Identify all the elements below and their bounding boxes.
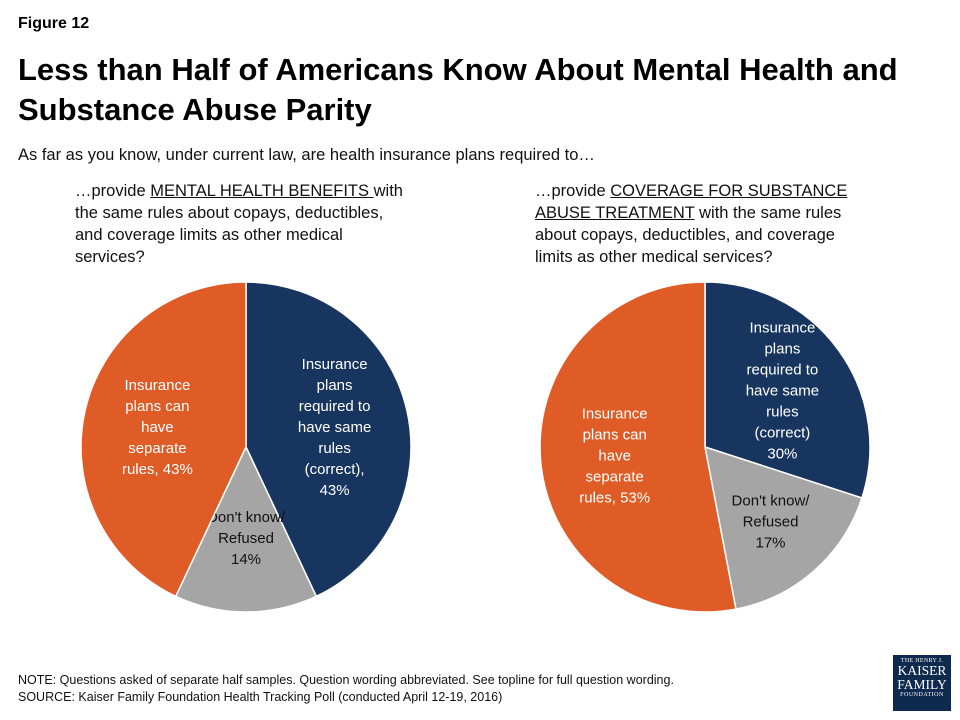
pie-slice — [245, 281, 412, 598]
logo-line-2: KAISER — [897, 663, 947, 678]
pie-slice-label: Insurance plans required to have same rules(… — [746, 320, 819, 463]
footnote: NOTE: Questions asked of separate half s… — [18, 672, 674, 706]
source-text: SOURCE: Kaiser Family Foundation Health … — [18, 690, 503, 704]
pie-slice-label: Insurance plans required to have same rules(… — [298, 356, 371, 499]
question-2-suffix: with the same rules about copays, deduct… — [535, 204, 842, 266]
question-1-suffix: with the same rules about copays, deduct… — [75, 182, 403, 266]
chart-subtitle: As far as you know, under current law, a… — [18, 146, 595, 164]
question-1-emphasis: MENTAL HEALTH BENEFITS — [150, 182, 374, 200]
pie-chart-substance-abuse: Insurance plans required to have same rules(… — [539, 281, 871, 613]
question-substance-abuse: …provide COVERAGE FOR SUBSTANCE ABUSE TR… — [535, 180, 855, 268]
pie-slice-label: Don't know/Refused 17% — [732, 492, 811, 551]
question-2-prefix: …provide — [535, 182, 611, 200]
pie-slice-label: Insurance plans can have separate rules, 53% — [579, 406, 650, 507]
note-text: NOTE: Questions asked of separate half s… — [18, 673, 674, 687]
pie-slice-label: Don't know/Refused 14% — [207, 509, 286, 568]
pie-slice — [174, 445, 318, 613]
question-mental-health: …provide MENTAL HEALTH BENEFITS with the… — [75, 180, 405, 268]
figure-label: Figure 12 — [18, 15, 90, 32]
question-1-prefix: …provide — [75, 182, 151, 200]
pie-slice — [704, 281, 871, 499]
pie-slice — [704, 445, 863, 610]
kff-logo: THE HENRY J. KAISER FAMILY FOUNDATION — [893, 655, 951, 711]
question-2-emphasis: COVERAGE FOR SUBSTANCE ABUSE TREATMENT — [535, 182, 848, 222]
pie-slice — [80, 281, 247, 598]
pie-chart-mental-health: Insurance plans required to have same rules(… — [80, 281, 412, 613]
pie-slice-label: Insurance plans can have separate rules, 43% — [122, 377, 193, 478]
logo-line-3: FAMILY — [897, 677, 947, 692]
chart-title: Less than Half of Americans Know About M… — [18, 52, 898, 127]
logo-line-1: THE HENRY J. — [900, 658, 944, 664]
logo-line-4: FOUNDATION — [900, 692, 944, 698]
pie-slice — [539, 281, 737, 613]
